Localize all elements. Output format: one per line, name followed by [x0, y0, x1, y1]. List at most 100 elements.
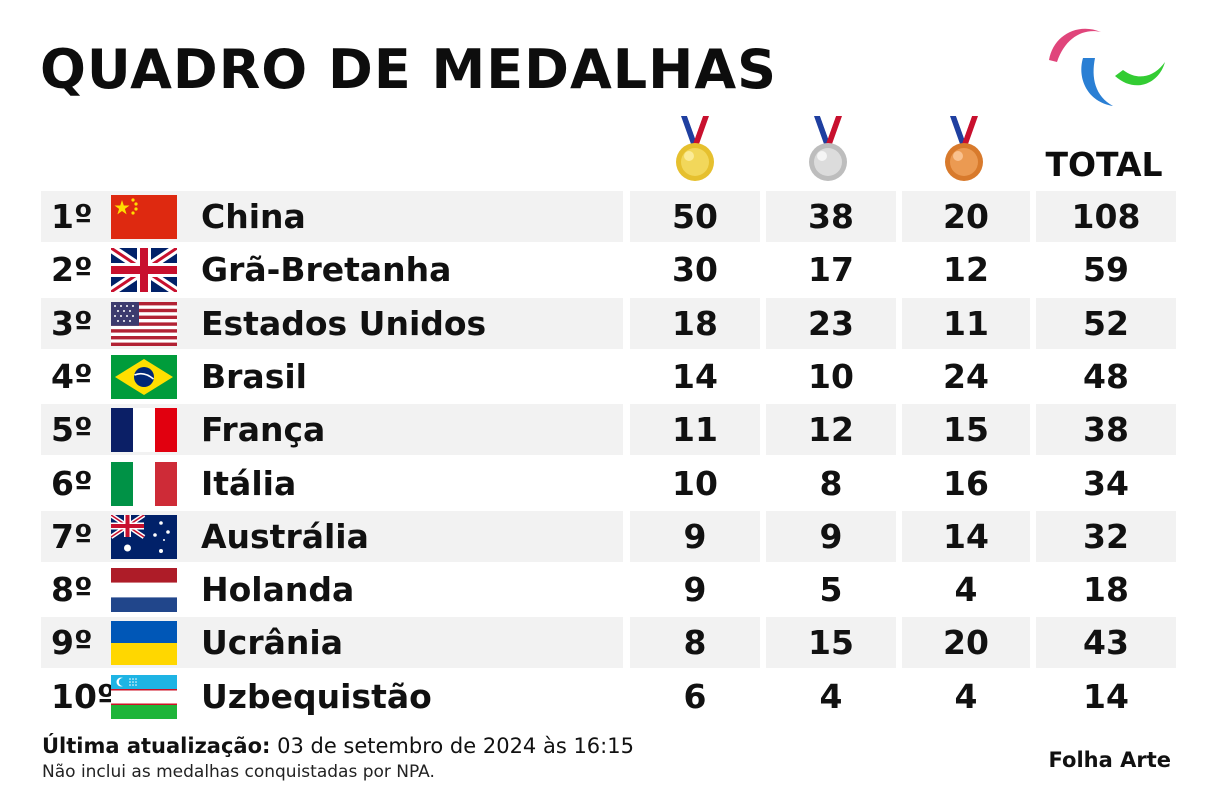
- row-bg-gold: [630, 564, 760, 616]
- total-count: 43: [1083, 623, 1129, 663]
- ukraine-flag-icon: [111, 621, 177, 666]
- row-bg-silver: [766, 297, 896, 349]
- bronze-count: 15: [943, 410, 989, 450]
- bronze-count: 20: [943, 197, 989, 236]
- row-bg-total: [1036, 244, 1176, 296]
- country-name: Austrália: [201, 516, 369, 556]
- bronze-count: 11: [943, 303, 989, 343]
- bronze-count: 12: [943, 250, 989, 290]
- country-name: China: [201, 197, 306, 236]
- brazil-flag-icon: [111, 354, 177, 399]
- row-bg-silver: [766, 350, 896, 402]
- table-row: 1º China 50 38 20 108: [41, 191, 1176, 242]
- row-bg-silver: [766, 564, 896, 616]
- row-bg-silver: [766, 404, 896, 456]
- row-bg-total: [1036, 404, 1176, 456]
- row-bg-gold: [630, 617, 760, 669]
- row-bg-silver: [766, 670, 896, 722]
- rank: 1º: [51, 197, 93, 236]
- great-britain-flag-icon: [111, 248, 177, 293]
- gold-count: 8: [683, 623, 707, 663]
- gold-count: 9: [683, 516, 707, 556]
- rank: 10º: [51, 676, 116, 716]
- total-column-header: TOTAL: [1045, 145, 1163, 184]
- row-bg-gold: [630, 244, 760, 296]
- row-bg-bronze: [902, 191, 1030, 242]
- silver-count: 17: [808, 250, 854, 290]
- row-bg-gold: [630, 457, 760, 509]
- silver-count: 9: [819, 516, 843, 556]
- silver-count: 23: [808, 303, 854, 343]
- row-bg-total: [1036, 670, 1176, 722]
- bronze-count: 16: [943, 463, 989, 503]
- row-bg-silver: [766, 244, 896, 296]
- row-bg-gold: [630, 404, 760, 456]
- gold-count: 11: [672, 410, 718, 450]
- usa-flag-icon: [111, 301, 177, 346]
- rank: 6º: [51, 463, 93, 503]
- row-bg-bronze: [902, 404, 1030, 456]
- silver-count: 5: [819, 570, 843, 610]
- row-bg-silver: [766, 191, 896, 242]
- last-update: Última atualização: 03 de setembro de 20…: [42, 732, 634, 760]
- uzbekistan-flag-icon: [111, 674, 177, 719]
- gold-count: 18: [672, 303, 718, 343]
- rank: 9º: [51, 623, 93, 663]
- rank: 3º: [51, 303, 93, 343]
- gold-medal-icon: [676, 116, 714, 181]
- total-count: 18: [1083, 570, 1129, 610]
- gold-count: 50: [672, 197, 718, 236]
- row-bg-total: [1036, 510, 1176, 562]
- row-bg-bronze: [902, 510, 1030, 562]
- silver-count: 38: [808, 197, 854, 236]
- gold-count: 14: [672, 356, 718, 396]
- australia-flag-icon: [111, 514, 177, 559]
- row-bg-total: [1036, 191, 1176, 242]
- table-row: 7º Austrália 9 9 14 32: [41, 510, 1176, 562]
- paralympic-agitos-icon: [1049, 28, 1165, 106]
- country-name: Estados Unidos: [201, 303, 487, 343]
- bronze-count: 20: [943, 623, 989, 663]
- country-name: Ucrânia: [201, 623, 343, 663]
- total-count: 108: [1071, 197, 1141, 236]
- silver-count: 10: [808, 356, 854, 396]
- row-bg-gold: [630, 670, 760, 722]
- bronze-count: 4: [954, 676, 978, 716]
- footnote: Não inclui as medalhas conquistadas por …: [42, 762, 435, 782]
- row-bg-gold: [630, 297, 760, 349]
- rank: 8º: [51, 570, 93, 610]
- total-count: 38: [1083, 410, 1129, 450]
- country-name: Uzbequistão: [201, 676, 432, 716]
- total-count: 52: [1083, 303, 1129, 343]
- row-bg-total: [1036, 297, 1176, 349]
- bronze-count: 24: [943, 356, 989, 396]
- silver-count: 15: [808, 623, 854, 663]
- row-bg-bronze: [902, 297, 1030, 349]
- netherlands-flag-icon: [111, 568, 177, 613]
- table-row: 10º Uzbequistão 6 4 4 14: [41, 670, 1176, 722]
- silver-medal-icon: [809, 116, 847, 181]
- bronze-count: 14: [943, 516, 989, 556]
- row-bg-total: [1036, 564, 1176, 616]
- credit: Folha Arte: [1048, 748, 1171, 772]
- table-row: 5º França 11 12 15 38: [41, 404, 1176, 456]
- table-row: 4º Brasil 14 10 24 48: [41, 350, 1176, 402]
- last-update-value: 03 de setembro de 2024 às 16:15: [270, 734, 634, 758]
- silver-count: 8: [819, 463, 843, 503]
- page-title: QUADRO DE MEDALHAS: [40, 38, 778, 101]
- rank: 5º: [51, 410, 93, 450]
- country-name: Grã-Bretanha: [201, 250, 452, 290]
- rank: 7º: [51, 516, 93, 556]
- total-count: 48: [1083, 356, 1129, 396]
- row-bg-bronze: [902, 350, 1030, 402]
- silver-count: 12: [808, 410, 854, 450]
- rank: 2º: [51, 250, 93, 290]
- row-bg-total: [1036, 617, 1176, 669]
- row-bg-silver: [766, 457, 896, 509]
- gold-count: 10: [672, 463, 718, 503]
- row-bg-gold: [630, 191, 760, 242]
- gold-count: 9: [683, 570, 707, 610]
- row-bg-bronze: [902, 564, 1030, 616]
- table-row: 2º Grã-Bretanha 30 17 12 59: [41, 244, 1176, 296]
- silver-count: 4: [819, 676, 843, 716]
